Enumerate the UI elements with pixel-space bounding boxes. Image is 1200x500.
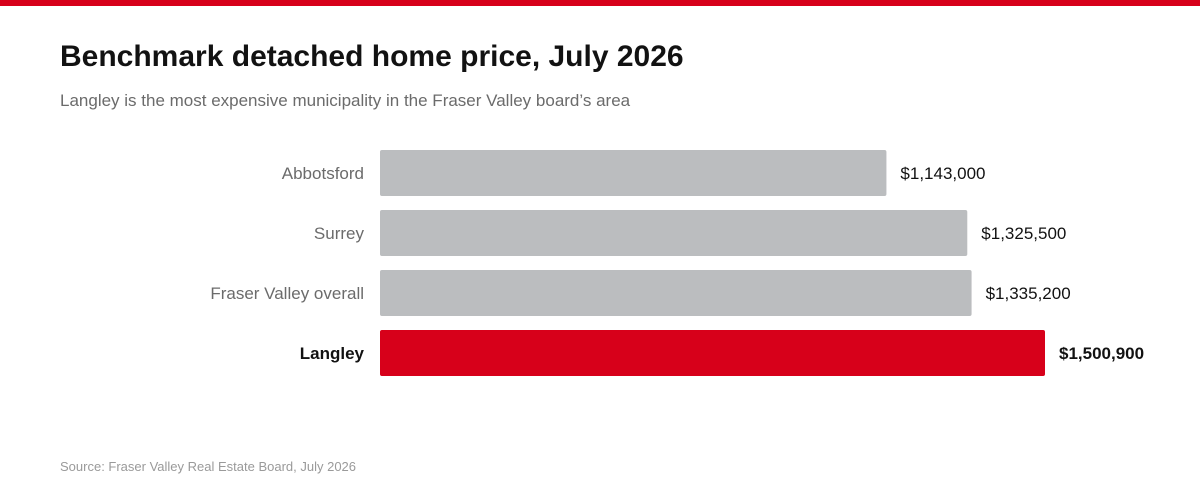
value-label: $1,325,500 xyxy=(981,224,1066,243)
value-label: $1,143,000 xyxy=(900,164,985,183)
category-label: Langley xyxy=(300,344,365,363)
bar-abbotsford xyxy=(380,150,887,196)
bar-surrey xyxy=(380,210,968,256)
chart-subtitle: Langley is the most expensive municipali… xyxy=(60,91,631,110)
chart-title: Benchmark detached home price, July 2026 xyxy=(60,40,684,73)
top-accent-bar xyxy=(0,0,1200,6)
value-label: $1,335,200 xyxy=(986,284,1071,303)
category-label: Abbotsford xyxy=(282,164,364,183)
source-note: Source: Fraser Valley Real Estate Board,… xyxy=(60,459,357,474)
bar-langley xyxy=(380,330,1045,376)
category-label: Surrey xyxy=(314,224,365,243)
category-label: Fraser Valley overall xyxy=(210,284,364,303)
bar-fraser-valley-overall xyxy=(380,270,972,316)
value-label: $1,500,900 xyxy=(1059,344,1144,363)
